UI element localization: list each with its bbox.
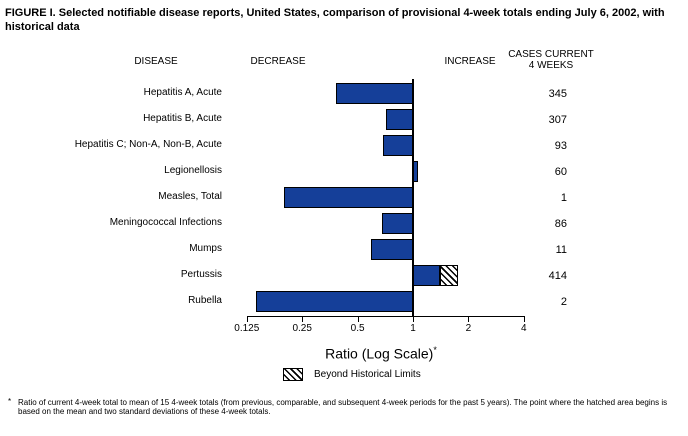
ratio-bar bbox=[413, 161, 419, 182]
disease-label: Pertussis bbox=[180, 269, 222, 280]
x-axis-label: Ratio (Log Scale)* bbox=[281, 341, 481, 363]
ratio-bar bbox=[284, 187, 413, 208]
figure-title: FIGURE I. Selected notifiable disease re… bbox=[5, 7, 665, 33]
ratio-bar bbox=[370, 239, 413, 260]
column-header-decrease: DECREASE bbox=[250, 56, 306, 67]
cases-value: 307 bbox=[548, 114, 567, 126]
disease-label: Rubella bbox=[188, 295, 222, 306]
axis-tick bbox=[413, 316, 414, 322]
ratio-bar bbox=[385, 109, 413, 130]
axis-tick-label: 2 bbox=[465, 323, 472, 334]
baseline-line bbox=[412, 79, 414, 316]
cases-value: 60 bbox=[554, 166, 567, 178]
cases-value: 11 bbox=[555, 244, 567, 256]
cases-value: 345 bbox=[548, 88, 567, 100]
cases-value: 86 bbox=[554, 218, 567, 230]
ratio-bar bbox=[383, 135, 413, 156]
column-header-disease: DISEASE bbox=[134, 56, 178, 67]
disease-label: Hepatitis C; Non-A, Non-B, Acute bbox=[74, 139, 222, 150]
column-header-cases-line1: CASES CURRENT bbox=[508, 49, 594, 60]
x-axis-label-text: Ratio (Log Scale) bbox=[325, 345, 434, 362]
disease-label: Hepatitis A, Acute bbox=[143, 87, 222, 98]
axis-tick-label: 1 bbox=[410, 323, 416, 334]
axis-tick bbox=[246, 316, 248, 322]
column-header-cases: CASES CURRENT 4 WEEKS bbox=[496, 49, 606, 71]
footnote-text: Ratio of current 4-week total to mean of… bbox=[18, 398, 668, 416]
column-header-increase: INCREASE bbox=[444, 56, 496, 67]
x-axis-line bbox=[246, 316, 524, 317]
disease-label: Mumps bbox=[189, 243, 222, 254]
ratio-bar bbox=[413, 265, 440, 286]
footnote: * Ratio of current 4-week total to mean … bbox=[8, 397, 682, 416]
axis-tick bbox=[468, 316, 470, 322]
axis-tick bbox=[357, 316, 359, 322]
ratio-bar bbox=[382, 213, 413, 234]
column-header-cases-line2: 4 WEEKS bbox=[528, 60, 574, 71]
ratio-bar bbox=[255, 291, 413, 312]
disease-label: Hepatitis B, Acute bbox=[143, 113, 222, 124]
hatched-swatch bbox=[283, 368, 303, 381]
axis-tick-label: 4 bbox=[521, 323, 527, 334]
beyond-limits-bar bbox=[439, 265, 459, 286]
disease-label: Measles, Total bbox=[158, 191, 222, 202]
ratio-bar bbox=[335, 83, 413, 104]
footnote-marker: * bbox=[8, 397, 12, 406]
disease-label: Legionellosis bbox=[164, 165, 222, 176]
axis-tick-label: 0.5 bbox=[350, 323, 365, 334]
legend-label: Beyond Historical Limits bbox=[314, 369, 421, 380]
axis-tick bbox=[523, 316, 525, 322]
axis-tick-label: 0.125 bbox=[234, 323, 260, 334]
disease-label: Meningococcal Infections bbox=[109, 217, 222, 228]
axis-tick-label: 0.25 bbox=[292, 323, 312, 334]
cases-value: 414 bbox=[548, 270, 567, 282]
cases-value: 2 bbox=[560, 296, 567, 308]
cases-value: 1 bbox=[560, 192, 567, 204]
cases-value: 93 bbox=[554, 140, 567, 152]
axis-tick bbox=[302, 316, 304, 322]
x-axis-label-footnote-marker: * bbox=[433, 345, 437, 355]
